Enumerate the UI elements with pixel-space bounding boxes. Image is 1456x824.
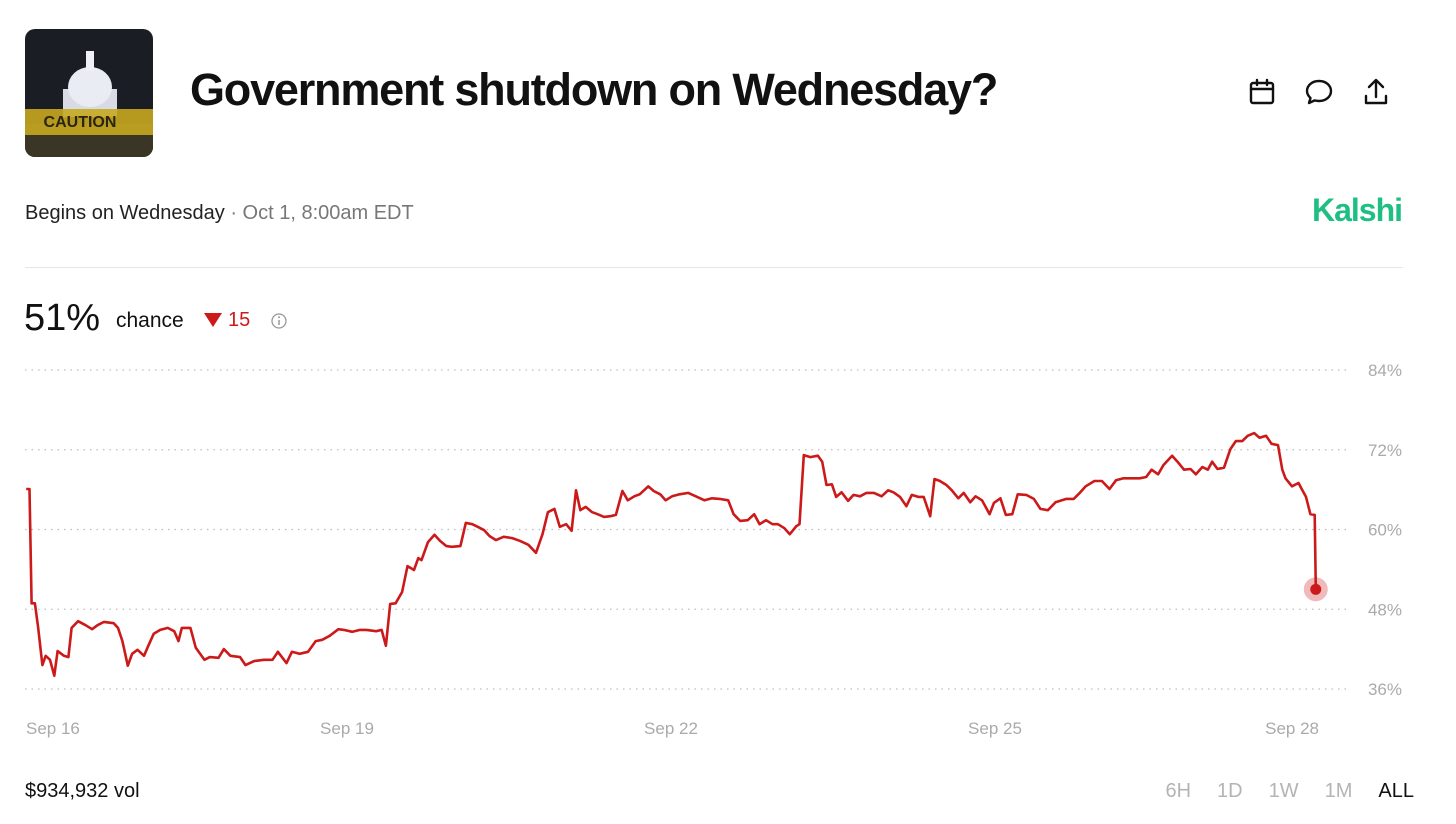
x-tick-label: Sep 19 (320, 719, 374, 738)
y-tick-label: 84% (1368, 361, 1402, 380)
chart: 36% 48% 60% 72% 84% Sep 16 Sep 19 Sep 22 Sep 25 S… (25, 361, 1402, 738)
brand[interactable]: Kalshi (1311, 192, 1403, 228)
x-tick-label: Sep 22 (644, 719, 698, 738)
subtitle: Begins on Wednesday · Oct 1, 8:00am EDT (25, 202, 414, 224)
range-button[interactable]: 1D (1217, 780, 1243, 802)
volume: $934,932 vol (25, 780, 140, 802)
range-button[interactable]: 1W (1268, 780, 1299, 802)
share-icon[interactable] (1364, 78, 1388, 105)
info-icon[interactable] (270, 312, 288, 330)
range-button[interactable]: 6H (1165, 780, 1192, 802)
y-tick-label: 48% (1368, 600, 1402, 619)
probability-label: chance (116, 309, 184, 332)
change: 15 (204, 309, 250, 332)
y-tick-label: 36% (1368, 680, 1402, 699)
range-button[interactable]: 1M (1324, 780, 1353, 802)
range-selector: 6H 1D 1W 1M ALL (1165, 780, 1414, 803)
date: Oct 1, 8:00am EDT (242, 202, 414, 224)
x-tick-label: Sep 16 (26, 719, 80, 738)
last-point (1310, 583, 1322, 595)
x-tick-label: Sep 28 (1265, 719, 1319, 738)
divider (25, 267, 1403, 268)
toolbar (1249, 78, 1388, 105)
y-tick-label: 60% (1368, 521, 1402, 540)
calendar-icon[interactable] (1249, 78, 1275, 105)
change-value: 15 (228, 309, 251, 331)
subtitle-text: Begins on Wednesday (25, 202, 225, 224)
probability: 51% (24, 297, 101, 339)
comment-icon[interactable] (1305, 79, 1333, 105)
thumbnail: CAUTION (25, 29, 153, 157)
title: Government shutdown on Wednesday? (190, 64, 998, 115)
x-tick-label: Sep 25 (968, 719, 1022, 738)
range-button[interactable]: ALL (1378, 780, 1414, 802)
thumbnail-text: CAUTION (44, 114, 117, 131)
price-line (26, 431, 1318, 677)
down-arrow (204, 313, 222, 327)
y-tick-label: 72% (1368, 441, 1402, 460)
